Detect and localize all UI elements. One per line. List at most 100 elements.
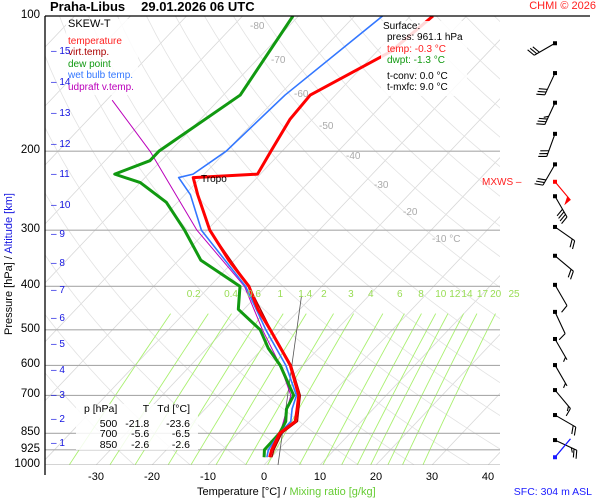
x-axis-temp-label: Temperature [°C] [197,486,281,498]
isotherm-label: -60 [294,89,309,100]
col-header-td: Td [°C] [157,403,191,415]
wind-barb-pennant [564,196,571,206]
surface-tmxfc: t-mxfc: 9.0 °C [387,82,448,94]
temperature-tick-label: -20 [144,471,160,483]
isotherm [45,16,355,343]
series-virt-temp [209,229,302,458]
isotherm [319,274,500,465]
wind-barb [553,388,571,417]
wind-barb-feather [529,47,538,55]
altitude-tick-label: – 7 [51,285,65,297]
isotherm [207,157,500,465]
dry-adiabat [291,16,500,227]
wind-barb-shaft [544,102,556,125]
col-header-p: p [hPa] [84,403,118,415]
wind-barb-feather [561,305,568,313]
altitude-tick-label: – 6 [51,312,65,324]
wind-barb-feather [538,88,548,90]
mixing-ratio-label: 8 [418,289,424,300]
wind-barb [553,224,576,250]
dry-adiabat [204,16,500,320]
mixing-ratio-line [356,313,437,465]
wind-barb-feather [565,408,571,417]
wind-barb-feather [571,240,576,250]
surface-dwpt: dwpt: -1.3 °C [387,54,445,66]
wind-barb-shaft [554,364,568,387]
wind-barb-feather [536,123,545,126]
altitude-tick-label: – 2 [51,414,65,426]
wind-barb-shaft [533,42,556,56]
mixing-ratio-line [298,313,384,465]
isotherm [263,215,500,465]
wind-barb [536,100,557,126]
surface-title: Surface: [383,21,421,32]
wind-barb-feather [572,448,575,458]
chart-title: Praha-Libus 29.01.2026 06 UTC [50,0,271,14]
altitude-tick-label: – 9 [51,228,65,240]
mixing-ratio-label: 10 [435,289,447,300]
surface-temp: temp: -0.3 °C [387,43,447,55]
wind-barb [553,438,578,459]
pressure-tick-label: 925 [20,442,40,455]
cell: -5.6 [131,428,150,440]
wind-barb-feather [558,211,565,219]
wind-barb-feather [559,214,566,222]
temperature-tick-label: 0 [260,471,268,483]
dry-adiabat [552,16,600,465]
x-axis-mixing-label: Mixing ratio [g/kg] [289,486,376,498]
isotherm [375,333,500,465]
wind-barb-shaft [554,255,574,272]
mixing-ratio-label: 3 [348,289,354,300]
dry-adiabat [146,16,500,384]
mixing-ratio-label: 0.6 [247,289,261,300]
wind-barb-shaft [554,226,575,242]
mixing-ratio-label: 0.2 [186,289,201,300]
surface-tconv: t-conv: 0.0 °C [387,71,448,83]
wind-barb-feather [563,383,567,389]
mixing-ratio-line [341,313,422,465]
mixing-ratio-label: 2 [321,289,327,300]
altitude-tick-label: – 13 [51,107,71,119]
wind-barb [527,41,557,56]
mixing-ratio-line [387,313,465,465]
wind-barb-feather [575,450,578,459]
mixing-ratio-label: 25 [508,289,520,300]
temperature-tick-label: 10 [313,471,327,483]
wind-barb-shaft [554,389,571,409]
cell: 500 [99,417,118,430]
legend-temperature: temperature [68,35,122,47]
pressure-tick-label: 500 [20,322,40,335]
wind-barb [553,413,577,436]
isotherm [487,451,500,465]
mixing-ratio-label: 12 [449,289,461,300]
altitude-tick-label: – 4 [51,364,65,376]
wind-barb-shaft [554,414,577,428]
mixing-ratio-line [370,313,449,465]
dry-adiabat [464,16,500,51]
x-axis-sep: / [283,486,287,498]
surface-press: press: 961.1 hPa [387,32,463,44]
wind-barb [536,71,557,96]
mixing-ratio-label: 14 [461,289,473,300]
mixing-ratio-line [267,313,354,465]
altitude-tick-label: – 11 [51,169,70,181]
temperature-tick-label: 30 [425,471,439,483]
pressure-tick-label: 1000 [14,458,40,470]
wind-barb-feather [558,333,566,341]
mixing-ratio-line [215,313,307,465]
series-dew-point [113,16,296,458]
mixing-ratio-label: 17 [476,289,489,300]
isotherm [431,392,500,465]
wind-barb-shaft [554,338,568,361]
dry-adiabat [117,16,500,416]
x-axis-label: Temperature [°C] / Mixing ratio [g/kg] [197,486,376,498]
altitude-tick-label: – 1 [51,438,65,450]
wind-barb [553,194,568,224]
altitude-tick-label: – 15 [51,46,71,58]
wind-barb-shaft [546,133,556,157]
wind-barb [534,162,557,186]
isotherm-label: -20 [403,207,418,218]
legend: SKEW-T temperature virt.temp. dew point … [66,18,138,95]
temperature-tick-label: 20 [369,471,383,483]
mixing-ratio-label: 20 [490,289,502,300]
